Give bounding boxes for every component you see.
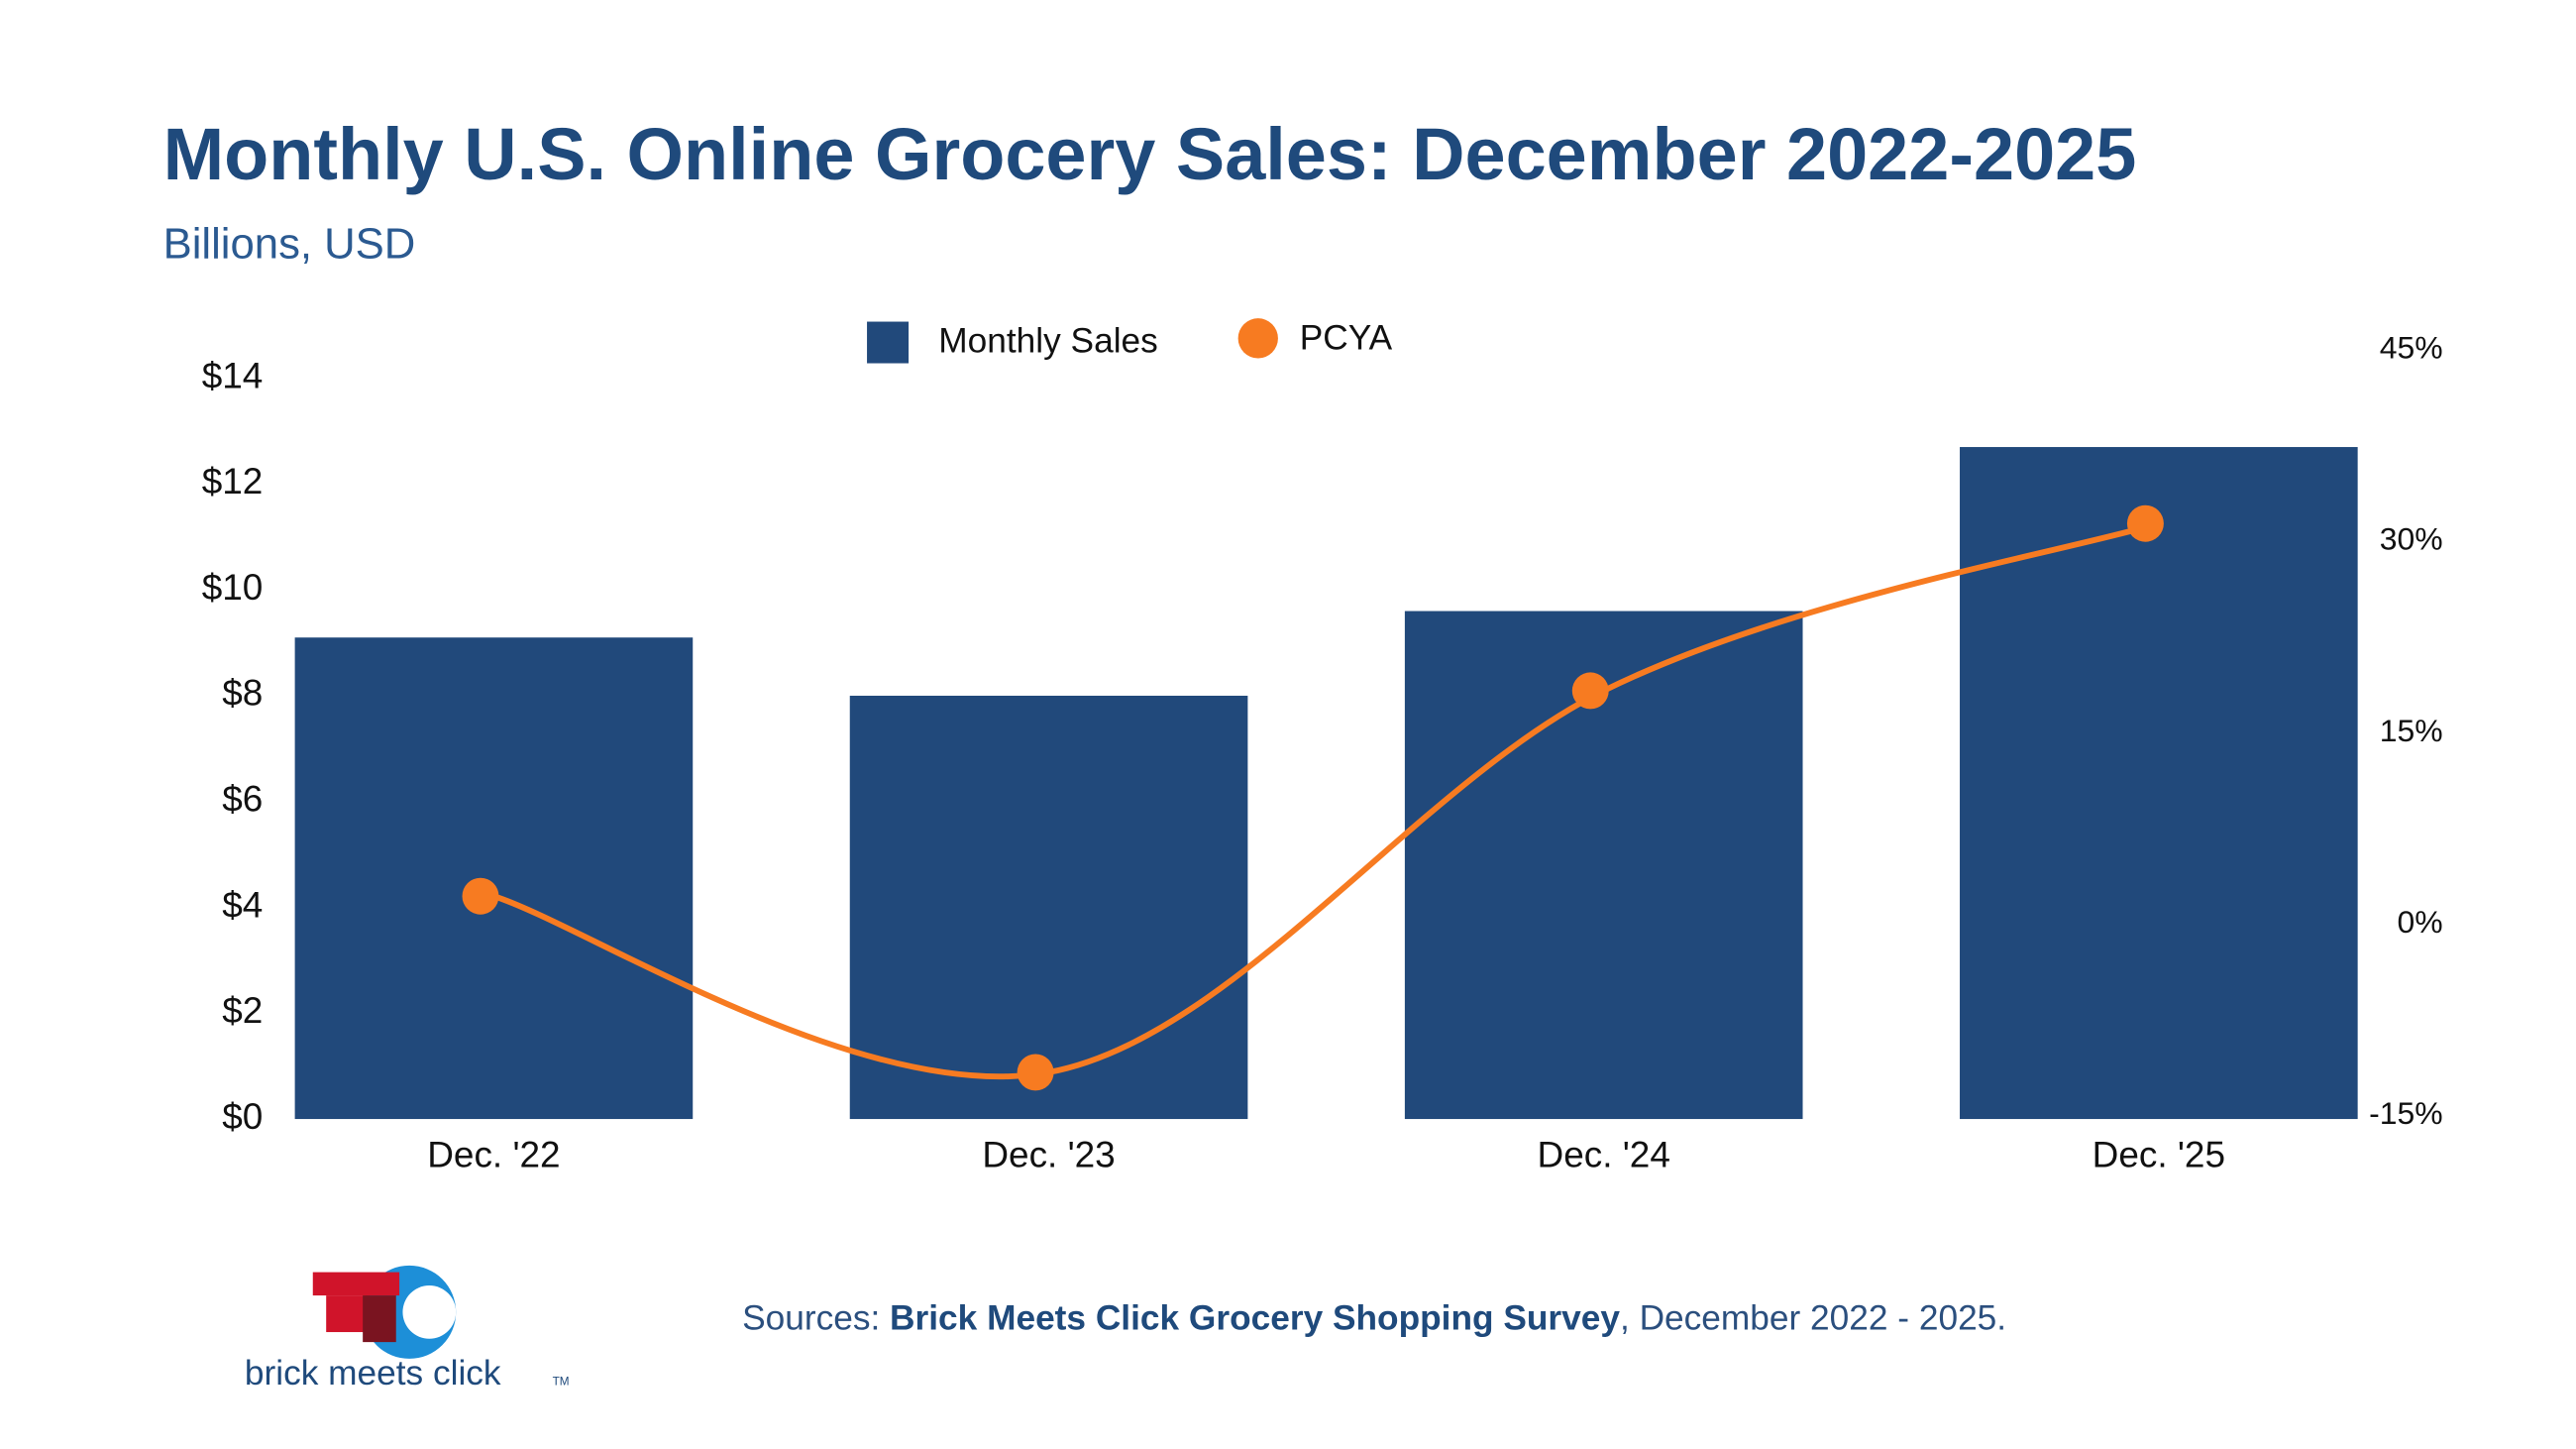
y2-tick-label: 15% bbox=[2380, 713, 2443, 748]
point bbox=[1571, 672, 1609, 710]
point bbox=[2126, 504, 2164, 542]
y-tick-label: $0 bbox=[222, 1096, 263, 1137]
chart-title: Monthly U.S. Online Grocery Sales: Decem… bbox=[163, 113, 2137, 195]
chart-subtitle: Billions, USD bbox=[163, 219, 416, 268]
legend-label: Monthly Sales bbox=[938, 322, 1158, 361]
logo-text: brick meets click bbox=[245, 1354, 501, 1393]
legend: Monthly Sales PCYA bbox=[867, 318, 1393, 364]
source-note: Sources: Brick Meets Click Grocery Shopp… bbox=[742, 1299, 2006, 1338]
y-tick-label: $4 bbox=[222, 884, 263, 925]
source-prefix: Sources: bbox=[742, 1299, 890, 1338]
y-tick-label: $12 bbox=[202, 461, 264, 502]
y-tick-label: $8 bbox=[222, 673, 263, 714]
logo-trademark: TM bbox=[553, 1376, 570, 1389]
legend-label: PCYA bbox=[1300, 318, 1393, 357]
x-tick-label: Dec. '22 bbox=[427, 1134, 560, 1174]
y-tick-label: $2 bbox=[222, 990, 263, 1031]
y-tick-label: $6 bbox=[222, 779, 263, 820]
legend-swatch bbox=[1237, 318, 1278, 359]
y2-tick-label: 0% bbox=[2398, 904, 2443, 940]
x-tick-label: Dec. '25 bbox=[2093, 1134, 2225, 1174]
line bbox=[492, 520, 2160, 1080]
logo-bar bbox=[312, 1272, 400, 1296]
legend-swatch bbox=[867, 321, 910, 364]
y2-tick-label: 45% bbox=[2380, 330, 2443, 366]
logo-circle-inner bbox=[402, 1285, 457, 1339]
y-tick-label: $14 bbox=[202, 355, 264, 395]
bar bbox=[1960, 447, 2358, 1120]
source-suffix: , December 2022 - 2025. bbox=[1620, 1299, 2006, 1338]
y2-tick-label: 30% bbox=[2380, 521, 2443, 557]
logo-overlap bbox=[363, 1295, 396, 1343]
bar bbox=[294, 637, 694, 1120]
x-tick-label: Dec. '23 bbox=[982, 1134, 1115, 1174]
plot-area: $0 $2 $4 $6 $8 $10 $12 $14 -15% 0% 15% 30% 45% Dec. '… bbox=[202, 330, 2443, 1175]
bar bbox=[849, 695, 1248, 1120]
y-tick-label: $10 bbox=[202, 567, 264, 608]
logo-stem bbox=[326, 1295, 370, 1333]
logo: brick meets click TM bbox=[245, 1265, 570, 1393]
x-tick-label: Dec. '24 bbox=[1538, 1134, 1670, 1174]
source-name: Brick Meets Click Grocery Shopping Surve… bbox=[890, 1299, 1620, 1338]
y2-tick-label: -15% bbox=[2369, 1095, 2442, 1131]
point bbox=[462, 877, 499, 915]
point bbox=[1017, 1054, 1054, 1091]
